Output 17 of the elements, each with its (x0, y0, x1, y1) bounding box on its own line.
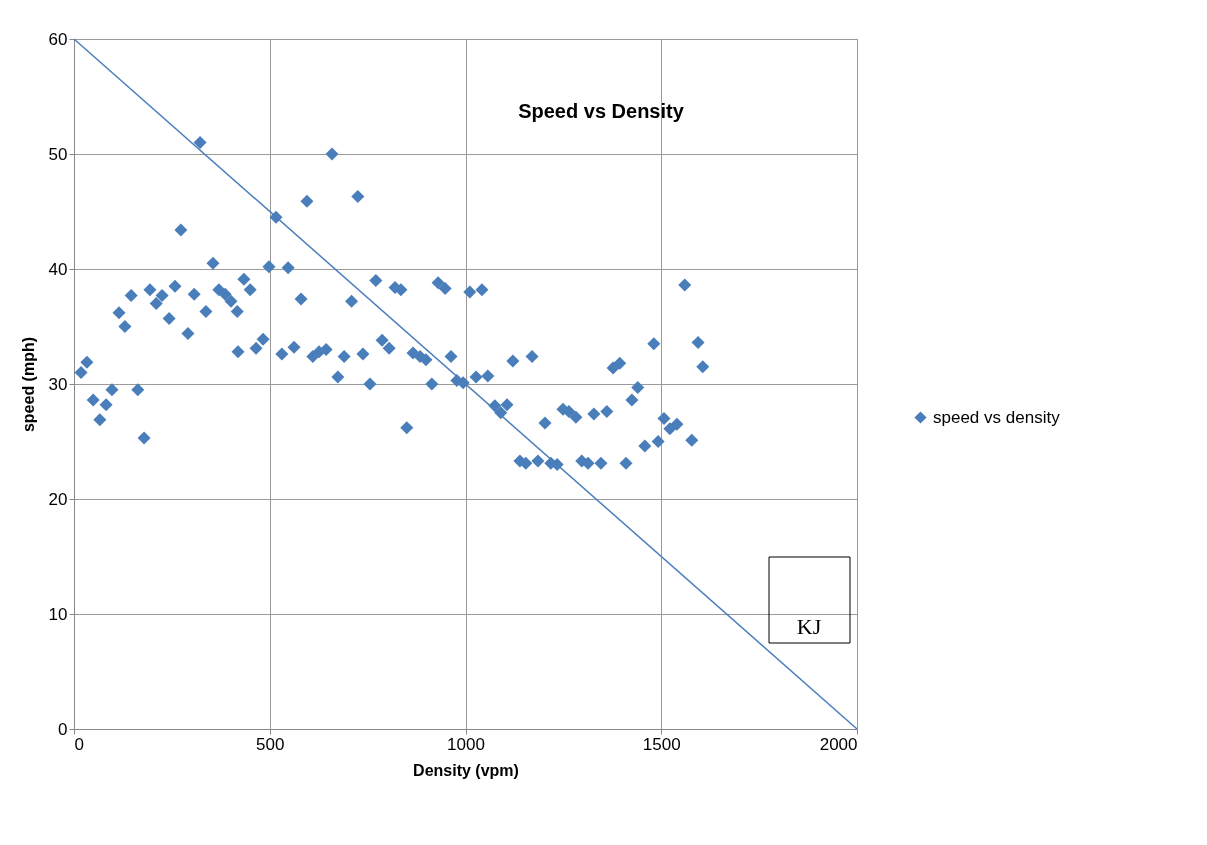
text: Speed vs Density (518, 100, 685, 122)
y-tick-label: 20 (48, 489, 68, 509)
x-tick-label: 0 (74, 734, 84, 754)
x-tick-label: 1000 (447, 734, 485, 754)
y-tick-label: 50 (48, 144, 68, 164)
x-tick-label: 2000 (819, 734, 858, 754)
x-tick-label: 500 (256, 734, 285, 754)
y-axis-title: speed (mph) (19, 336, 37, 433)
y-tick-label: 40 (48, 259, 68, 279)
y-tick-label: 0 (58, 719, 68, 739)
y-tick-label: 60 (48, 29, 68, 49)
legend-label: speed vs density (933, 407, 1061, 427)
y-tick-label: 10 (48, 604, 68, 624)
x-tick-label: 1500 (642, 734, 681, 754)
y-tick-label: 30 (48, 374, 68, 394)
annotation: KJ (796, 614, 822, 639)
x-axis-title: Density (vpm) (413, 761, 519, 779)
